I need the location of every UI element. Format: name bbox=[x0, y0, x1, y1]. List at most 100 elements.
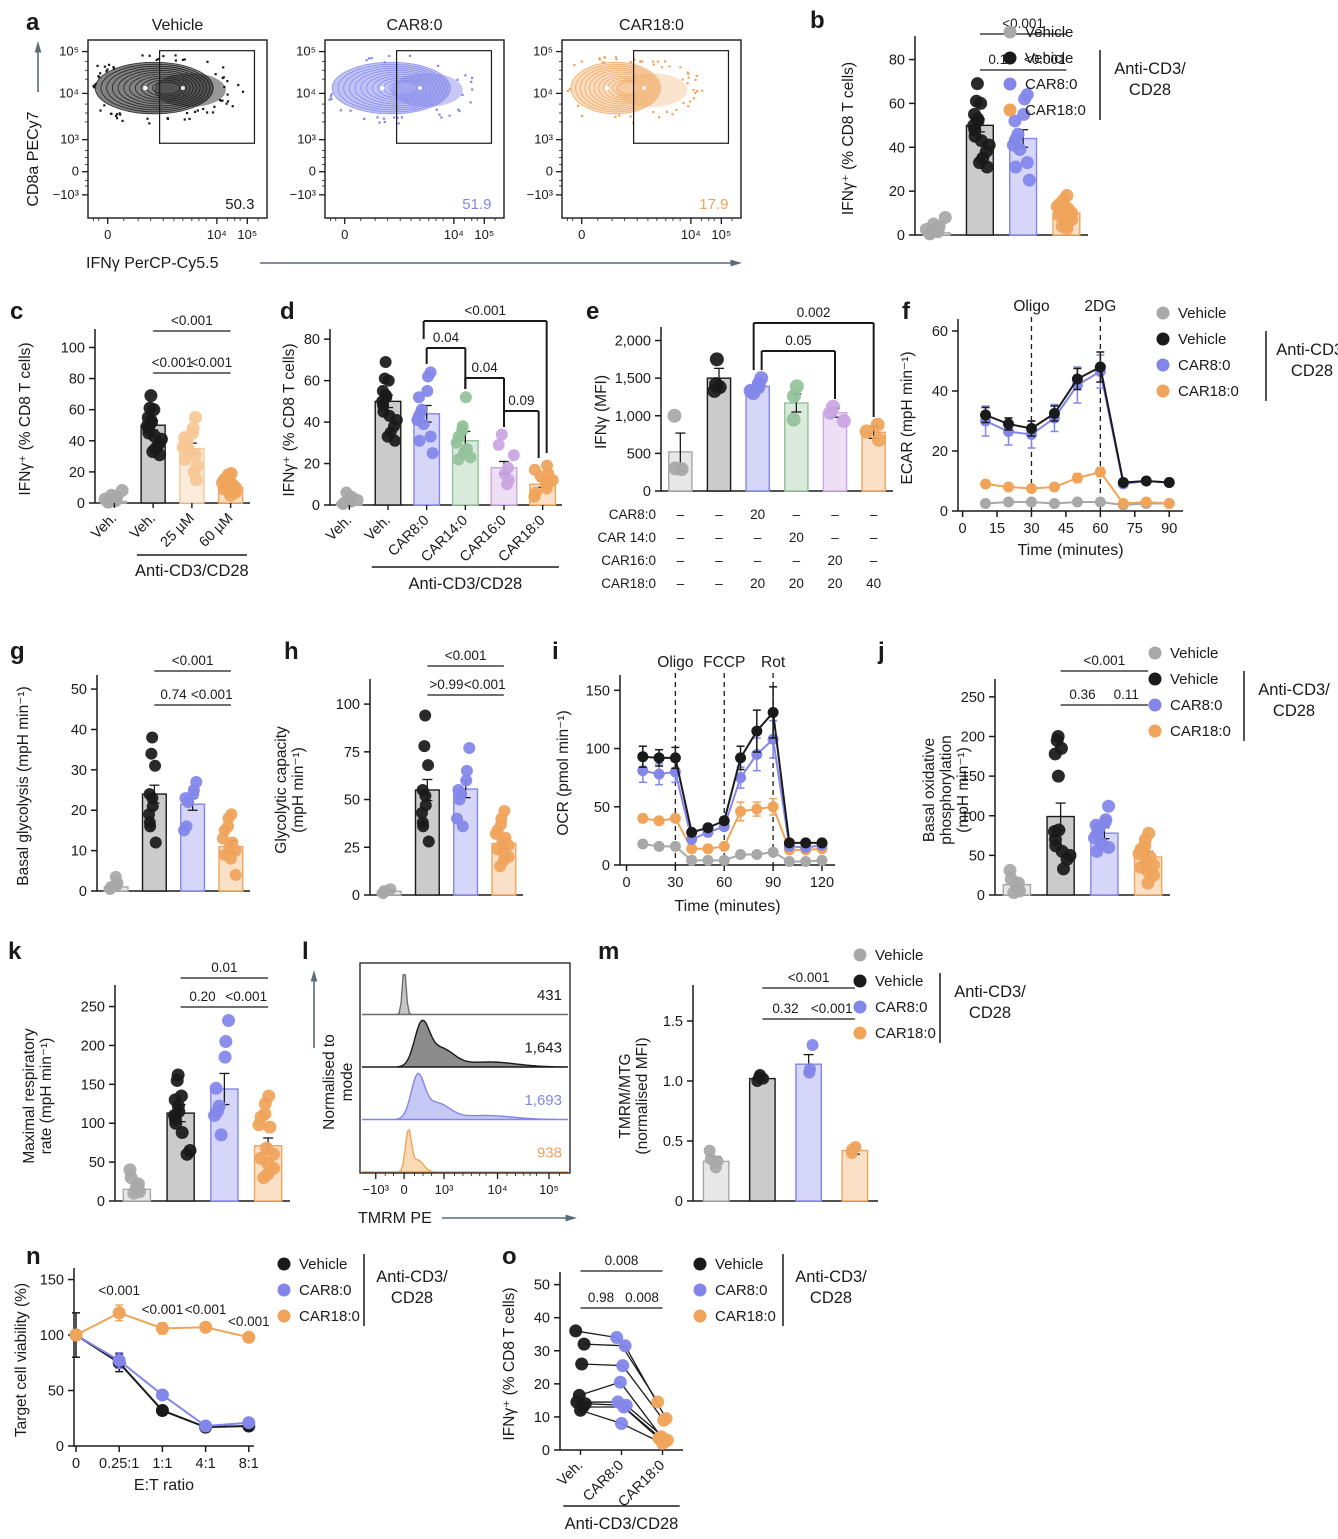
svg-text:100: 100 bbox=[961, 809, 985, 825]
svg-text:20: 20 bbox=[789, 576, 804, 591]
bars bbox=[702, 1053, 869, 1202]
svg-text:Target cell viability (%): Target cell viability (%) bbox=[13, 1283, 30, 1437]
significance-annotation: 0.05 bbox=[760, 333, 836, 399]
svg-text:10⁵: 10⁵ bbox=[533, 44, 553, 59]
panel-i-chart: i 0 50 100 150 OCR (pmol min⁻¹) 0 30 60 90 120 Time… bbox=[552, 638, 835, 915]
significance-annotation: 0.98 bbox=[580, 1290, 622, 1309]
svg-text:50: 50 bbox=[969, 848, 985, 864]
svg-text:0: 0 bbox=[77, 496, 85, 512]
svg-text:500: 500 bbox=[627, 446, 651, 462]
svg-text:30: 30 bbox=[534, 1344, 550, 1360]
histogram-row: 1,693 bbox=[362, 1072, 569, 1121]
svg-text:100: 100 bbox=[61, 340, 85, 356]
svg-text:10⁴: 10⁴ bbox=[444, 227, 464, 242]
panel-k-chart: k 0 50 100 150 200 250 Maximal respiratory rate … bbox=[8, 938, 290, 1210]
svg-text:75: 75 bbox=[344, 745, 360, 761]
svg-text:10: 10 bbox=[534, 1410, 550, 1426]
svg-text:<0.001: <0.001 bbox=[464, 303, 506, 318]
panel-b-chart: b 0 20 40 60 80 IFNγ⁺ (% CD8 T cells) <0.0010.1… bbox=[810, 7, 1186, 244]
data-points bbox=[98, 389, 242, 509]
significance-annotation: 0.74 bbox=[154, 687, 193, 706]
svg-text:CAR18:0: CAR18:0 bbox=[601, 576, 656, 591]
panel-d: d 0 20 40 60 80 IFNγ⁺ (% CD8 T cells) <0.001 0.0… bbox=[272, 293, 574, 627]
legend: Vehicle Vehicle CAR8:0 CAR18:0 Anti-CD3/CD28 bbox=[853, 947, 1026, 1043]
panel-j-chart: j 0 50 100 150 200 250 Basal oxidative phosphory… bbox=[877, 638, 1330, 904]
svg-text:1.0: 1.0 bbox=[663, 1074, 683, 1090]
svg-text:TMRM PE: TMRM PE bbox=[358, 1210, 432, 1227]
legend-dot-icon bbox=[693, 1257, 707, 1271]
svg-text:100: 100 bbox=[81, 1116, 105, 1132]
y-axis: 0 50 100 150 Target cell viability (%) bbox=[13, 1268, 75, 1455]
legend-dot-icon bbox=[1003, 77, 1017, 91]
svg-text:–: – bbox=[715, 553, 723, 568]
svg-text:30: 30 bbox=[71, 763, 87, 779]
legend-dot-icon bbox=[853, 974, 867, 988]
histogram-row: 1,643 bbox=[362, 1019, 569, 1068]
svg-text:0: 0 bbox=[79, 884, 87, 900]
y-axis: 0 10 20 30 40 50 Basal glycolysis (mpH min⁻¹) bbox=[15, 675, 98, 900]
data-points bbox=[104, 731, 242, 895]
legend: Vehicle Vehicle CAR8:0 CAR18:0 Anti-CD3/CD28 bbox=[1003, 24, 1186, 120]
bar bbox=[795, 1063, 823, 1202]
svg-text:rate (mpH min⁻¹): rate (mpH min⁻¹) bbox=[38, 1038, 55, 1155]
svg-text:60: 60 bbox=[932, 324, 948, 340]
svg-text:–: – bbox=[677, 507, 685, 522]
legend-dot-icon bbox=[693, 1309, 707, 1323]
svg-text:–: – bbox=[754, 553, 762, 568]
svg-text:60: 60 bbox=[716, 875, 732, 891]
svg-text:10³: 10³ bbox=[297, 132, 316, 147]
svg-text:60: 60 bbox=[304, 374, 320, 390]
svg-text:0: 0 bbox=[897, 228, 905, 244]
panel-i: i 0 50 100 150 OCR (pmol min⁻¹) 0 30 60 90 120 Time… bbox=[542, 633, 874, 933]
significance-annotation: 0.008 bbox=[580, 1253, 663, 1272]
svg-text:80: 80 bbox=[69, 372, 85, 388]
svg-text:CAR8:0: CAR8:0 bbox=[299, 1282, 352, 1299]
significance-annotation: 0.04 bbox=[464, 360, 505, 427]
bars bbox=[122, 1072, 283, 1202]
bar bbox=[745, 385, 770, 492]
svg-text:−10³: −10³ bbox=[290, 187, 317, 202]
svg-text:mode: mode bbox=[339, 1063, 356, 1102]
svg-text:f: f bbox=[902, 298, 911, 325]
svg-text:<0.001: <0.001 bbox=[152, 355, 194, 370]
svg-text:40: 40 bbox=[69, 434, 85, 450]
svg-text:ECAR (mpH min⁻¹): ECAR (mpH min⁻¹) bbox=[899, 351, 916, 484]
svg-text:25 µM: 25 µM bbox=[158, 511, 198, 551]
svg-text:–: – bbox=[793, 507, 801, 522]
svg-text:10⁵: 10⁵ bbox=[296, 44, 316, 59]
data-points bbox=[336, 355, 559, 510]
svg-text:10⁴: 10⁴ bbox=[681, 227, 701, 242]
svg-text:0: 0 bbox=[622, 875, 630, 891]
legend-dot-icon bbox=[1156, 358, 1170, 372]
significance-annotation: 0.20 bbox=[180, 989, 225, 1008]
flow-plot-CAR8:0: CAR8:0 51.9 10⁵ 10⁴ 10³ 0 −10³ 0 10⁴ 10⁵ bbox=[290, 17, 505, 242]
svg-text:CAR18:0: CAR18:0 bbox=[619, 17, 684, 34]
svg-text:50: 50 bbox=[534, 1278, 550, 1294]
svg-text:0.008: 0.008 bbox=[605, 1253, 639, 1268]
panel-a-chart: a Vehicle 50.3 10⁵ 10⁴ 10³ 0 −10³ 0 10⁴ 10⁵ CAR8:0 5… bbox=[25, 9, 742, 272]
svg-text:>0.99: >0.99 bbox=[429, 677, 463, 692]
svg-text:CD8a PECy7: CD8a PECy7 bbox=[25, 111, 42, 206]
legend-dot-icon bbox=[1148, 646, 1162, 660]
data-points bbox=[1003, 730, 1161, 900]
svg-text:0: 0 bbox=[959, 521, 967, 537]
legend: Vehicle Vehicle CAR8:0 CAR18:0 Anti-CD3/CD28 bbox=[1156, 305, 1338, 401]
legend-dot-icon bbox=[1156, 384, 1170, 398]
svg-text:–: – bbox=[754, 530, 762, 545]
svg-text:a: a bbox=[26, 9, 40, 36]
svg-text:100: 100 bbox=[336, 697, 360, 713]
svg-text:–: – bbox=[831, 530, 839, 545]
svg-text:CAR18:0: CAR18:0 bbox=[715, 1308, 776, 1325]
svg-text:IFNγ⁺ (% CD8 T cells): IFNγ⁺ (% CD8 T cells) bbox=[281, 343, 298, 496]
x-axis: −10³ 0 10³ 10⁴ 10⁵ bbox=[363, 1173, 560, 1197]
svg-text:CD28: CD28 bbox=[810, 1289, 852, 1307]
svg-text:<0.001: <0.001 bbox=[172, 653, 214, 668]
svg-text:0: 0 bbox=[352, 888, 360, 904]
svg-text:20: 20 bbox=[827, 553, 842, 568]
svg-text:Veh.: Veh. bbox=[127, 511, 159, 543]
legend: Vehicle Vehicle CAR8:0 CAR18:0 Anti-CD3/CD28 bbox=[1148, 645, 1330, 741]
svg-text:150: 150 bbox=[586, 683, 610, 699]
significance-annotation: <0.001 bbox=[762, 970, 855, 989]
significance-annotation: <0.001 bbox=[1060, 653, 1149, 672]
